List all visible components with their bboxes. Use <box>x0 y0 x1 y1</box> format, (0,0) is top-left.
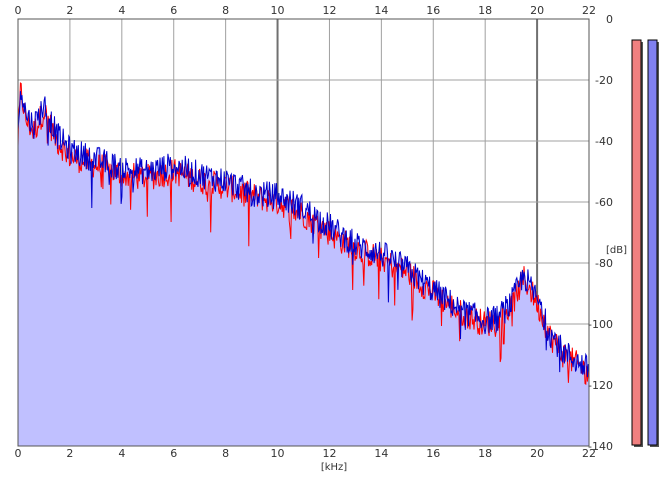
x-tick-label-top: 10 <box>271 4 285 17</box>
y-tick-label: 0 <box>606 13 613 26</box>
x-tick-label-bottom: 6 <box>170 447 177 460</box>
y-tick-label: -20 <box>595 74 613 87</box>
x-tick-label-bottom: 2 <box>66 447 73 460</box>
x-tick-label-top: 4 <box>118 4 125 17</box>
x-tick-label-bottom: 4 <box>118 447 125 460</box>
x-tick-label-bottom: 8 <box>222 447 229 460</box>
x-tick-label-bottom: 16 <box>426 447 440 460</box>
right-channel-line <box>17 91 590 378</box>
y-axis-unit: [dB] <box>606 245 627 256</box>
x-tick-label-bottom: 18 <box>478 447 492 460</box>
right-level-meter <box>647 39 658 446</box>
x-tick-label-bottom: 12 <box>322 447 336 460</box>
y-tick-label: -60 <box>595 196 613 209</box>
plot-border <box>17 18 590 447</box>
x-tick-label-top: 12 <box>322 4 336 17</box>
x-tick-label-top: 18 <box>478 4 492 17</box>
left-level-meter <box>631 39 642 446</box>
x-tick-label-top: 8 <box>222 4 229 17</box>
level-meters <box>631 39 659 447</box>
x-tick-label-top: 14 <box>374 4 388 17</box>
x-axis-unit: [kHz] <box>321 462 347 473</box>
plot-series <box>17 82 590 446</box>
x-tick-label-bottom: 22 <box>582 447 596 460</box>
y-tick-label: -140 <box>588 440 613 453</box>
plot-frame <box>17 18 590 447</box>
tick-labels: 002244668810101212141416161818202022220-… <box>15 4 614 460</box>
left-channel-line <box>17 82 590 385</box>
x-tick-label-bottom: 14 <box>374 447 388 460</box>
x-tick-label-top: 6 <box>170 4 177 17</box>
x-tick-label-bottom: 10 <box>271 447 285 460</box>
x-tick-label-top: 2 <box>66 4 73 17</box>
x-tick-label-top: 22 <box>582 4 596 17</box>
y-tick-label: -80 <box>595 257 613 270</box>
x-tick-label-bottom: 0 <box>15 447 22 460</box>
x-tick-label-top: 16 <box>426 4 440 17</box>
x-tick-label-bottom: 20 <box>530 447 544 460</box>
x-tick-label-top: 0 <box>15 4 22 17</box>
y-tick-label: -100 <box>588 318 613 331</box>
y-tick-label: -120 <box>588 379 613 392</box>
y-tick-label: -40 <box>595 135 613 148</box>
x-tick-label-top: 20 <box>530 4 544 17</box>
